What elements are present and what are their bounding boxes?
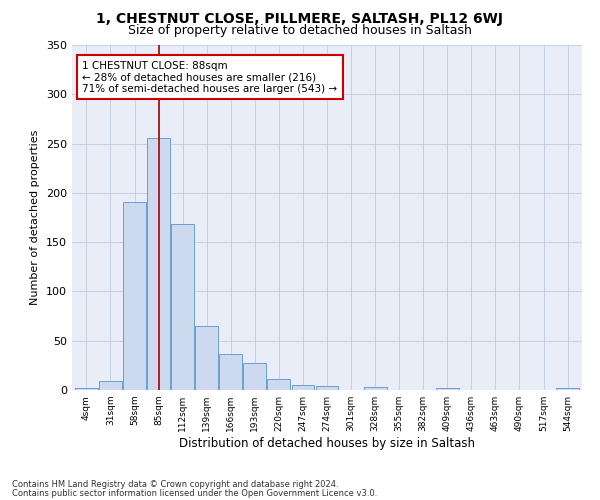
Bar xyxy=(75,388,98,390)
Bar xyxy=(220,354,242,390)
Bar xyxy=(171,224,194,390)
X-axis label: Distribution of detached houses by size in Saltash: Distribution of detached houses by size … xyxy=(179,437,475,450)
Bar xyxy=(99,381,122,390)
Text: Size of property relative to detached houses in Saltash: Size of property relative to detached ho… xyxy=(128,24,472,37)
Bar xyxy=(123,202,146,390)
Y-axis label: Number of detached properties: Number of detached properties xyxy=(31,130,40,305)
Bar xyxy=(195,326,218,390)
Bar xyxy=(244,364,266,390)
Text: 1 CHESTNUT CLOSE: 88sqm
← 28% of detached houses are smaller (216)
71% of semi-d: 1 CHESTNUT CLOSE: 88sqm ← 28% of detache… xyxy=(82,60,337,94)
Bar xyxy=(556,388,579,390)
Bar xyxy=(268,379,290,390)
Bar xyxy=(364,387,386,390)
Bar xyxy=(147,138,170,390)
Bar xyxy=(292,385,314,390)
Text: Contains HM Land Registry data © Crown copyright and database right 2024.: Contains HM Land Registry data © Crown c… xyxy=(12,480,338,489)
Bar xyxy=(316,386,338,390)
Bar xyxy=(436,388,459,390)
Text: Contains public sector information licensed under the Open Government Licence v3: Contains public sector information licen… xyxy=(12,488,377,498)
Text: 1, CHESTNUT CLOSE, PILLMERE, SALTASH, PL12 6WJ: 1, CHESTNUT CLOSE, PILLMERE, SALTASH, PL… xyxy=(97,12,503,26)
